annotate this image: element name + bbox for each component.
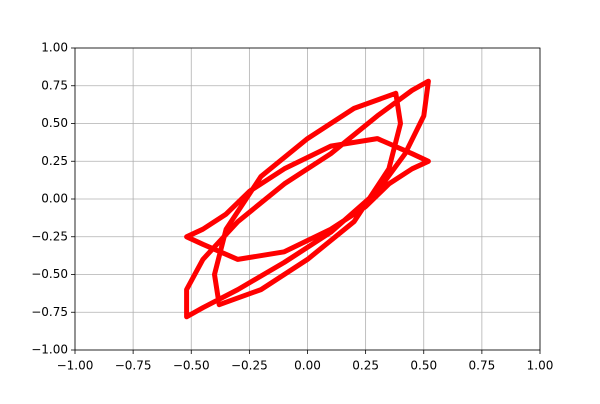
x-tick-label: −0.25 — [231, 359, 268, 373]
x-tick-label: −1.00 — [57, 359, 94, 373]
y-tick-label: −0.25 — [31, 229, 68, 243]
data-line — [184, 78, 431, 320]
y-tick-label: 0.25 — [41, 154, 68, 168]
x-tick-label: 0.75 — [469, 359, 496, 373]
x-tick-label: 0.25 — [352, 359, 379, 373]
y-tick-label: 0.75 — [41, 78, 68, 92]
y-tick-label: −0.75 — [31, 305, 68, 319]
y-tick-label: −0.50 — [31, 267, 68, 281]
y-tick-label: −1.00 — [31, 343, 68, 357]
x-tick-label: 1.00 — [527, 359, 554, 373]
y-tick-label: 0.50 — [41, 116, 68, 130]
x-tick-label: −0.75 — [115, 359, 152, 373]
x-tick-label: −0.50 — [173, 359, 210, 373]
y-tick-label: 1.00 — [41, 41, 68, 55]
x-tick-label: 0.00 — [294, 359, 321, 373]
y-tick-label: 0.00 — [41, 192, 68, 206]
x-tick-label: 0.50 — [410, 359, 437, 373]
